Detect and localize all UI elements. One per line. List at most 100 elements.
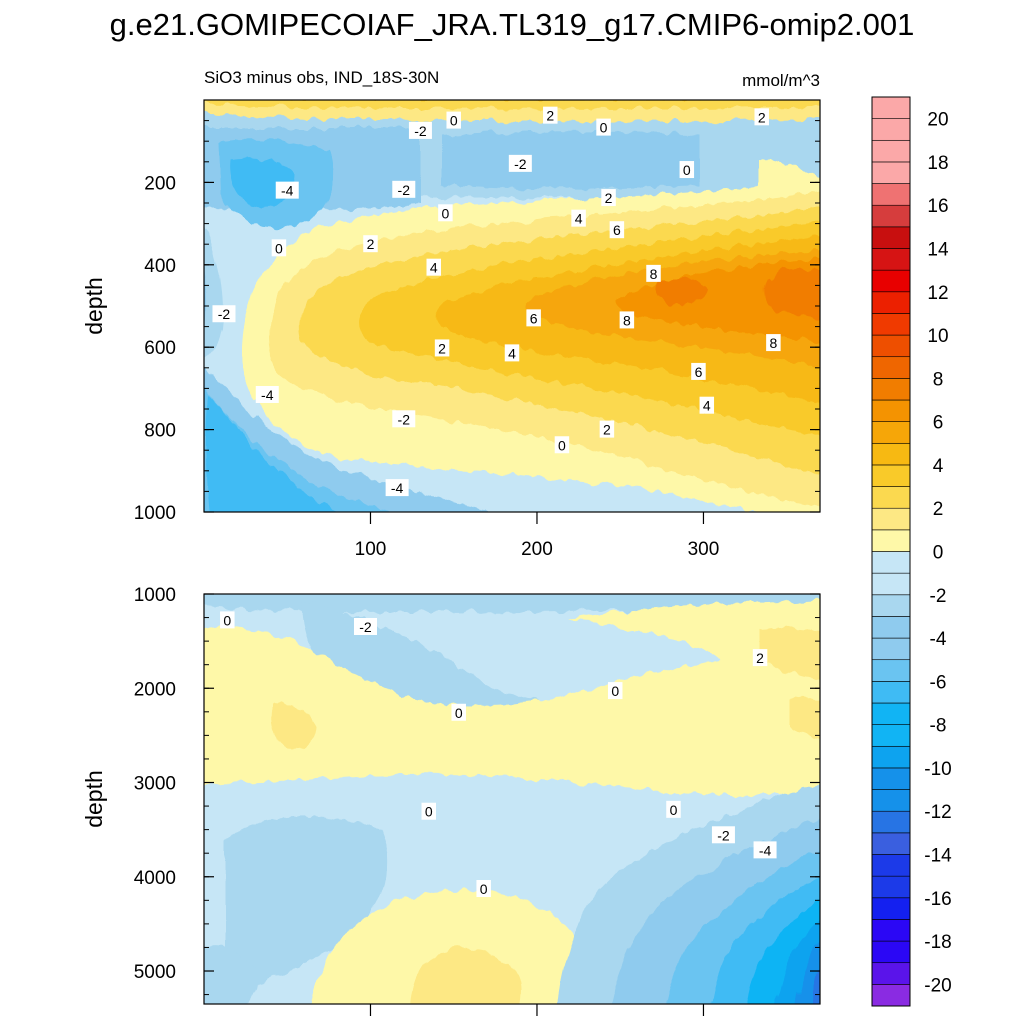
upper-y-tick-label: 800 <box>144 421 176 442</box>
upper-panel: SiO3 minus obs, IND_18S-30N mmol/m^3 <box>81 68 821 560</box>
contour-label-box <box>392 180 416 198</box>
contour-label-text: 0 <box>558 437 566 453</box>
contour-label-text: 8 <box>650 266 658 282</box>
contour-label-text: -2 <box>514 156 527 172</box>
contour-label-box <box>212 305 236 323</box>
contour-label-text: 6 <box>530 310 538 326</box>
contour-label: 0 <box>451 703 466 721</box>
colorbar-swatch <box>871 378 911 401</box>
deep-minimum-core <box>205 395 337 512</box>
contour-label: 6 <box>691 362 706 380</box>
contour-label-text: 8 <box>623 312 631 328</box>
colorbar-label: 10 <box>927 326 948 347</box>
contour-label-box <box>609 221 625 239</box>
colorbar-swatch <box>871 204 911 228</box>
contour-label-text: 8 <box>769 335 777 351</box>
contour-label: 6 <box>609 221 625 239</box>
contour-label-box <box>220 611 235 629</box>
lower-y-tick-label: 4000 <box>134 868 176 889</box>
upper-x-tick-label: 300 <box>688 539 720 560</box>
colorbar-swatch <box>871 572 911 596</box>
colorbar-label: 18 <box>927 153 948 174</box>
colorbar-swatch <box>871 486 911 509</box>
contour-label: 0 <box>476 880 491 898</box>
contour-label-box <box>543 106 558 124</box>
contour-label-box <box>753 841 777 859</box>
contour-label: 4 <box>699 396 715 414</box>
colorbar-swatch <box>871 313 911 336</box>
contour-label: 2 <box>601 189 616 207</box>
colorbar-swatch <box>871 659 911 682</box>
contour-label: -4 <box>275 181 299 199</box>
colorbar-swatch <box>871 269 911 293</box>
contour-label: 2 <box>434 339 450 357</box>
colorbar-swatch <box>871 702 911 725</box>
contour-label-box <box>679 161 695 179</box>
lower-y-tick-label: 1000 <box>134 585 176 606</box>
contour-label-text: -2 <box>414 123 427 139</box>
contour-label-box <box>434 339 450 357</box>
contour-label-box <box>275 181 299 199</box>
contour-label-text: 4 <box>508 345 516 361</box>
colorbar-swatch <box>871 637 911 661</box>
contour-label-text: 0 <box>480 881 488 897</box>
contour-label-box <box>526 309 541 327</box>
colorbar-frame <box>871 96 911 1007</box>
contour-label-text: -2 <box>398 411 411 427</box>
upper-y-tick-label: 200 <box>144 173 176 194</box>
contour-label: 0 <box>438 204 453 222</box>
contour-label-box <box>596 118 611 136</box>
contour-label-text: 6 <box>695 364 703 380</box>
contour-label: 4 <box>426 258 442 276</box>
contour-label-box <box>571 209 586 227</box>
contour-label-box <box>408 121 432 139</box>
contour-label-box <box>554 436 570 454</box>
contour-label: -2 <box>508 154 532 172</box>
contour-label-text: -4 <box>759 842 772 858</box>
maximum-core <box>615 258 820 342</box>
colorbar-swatch <box>871 464 911 487</box>
contour-label-text: 0 <box>670 802 678 818</box>
colorbar-swatch <box>871 183 911 206</box>
colorbar-label: -14 <box>924 846 952 867</box>
contour-label: 2 <box>543 106 558 124</box>
contour-label-box <box>385 479 409 497</box>
upper-y-tick-label: 600 <box>144 338 176 359</box>
upper-x-tick-label: 100 <box>355 539 387 560</box>
colorbar-swatch <box>871 507 911 531</box>
contour-label: -4 <box>753 841 777 859</box>
colorbar-label: -8 <box>930 716 947 737</box>
upper-y-tick-label: 400 <box>144 256 176 277</box>
contour-label: 8 <box>646 264 661 282</box>
contour-label-box <box>599 420 615 438</box>
contour-label: 2 <box>752 649 768 667</box>
contour-label: 8 <box>766 334 781 352</box>
colorbar-swatch <box>871 810 911 834</box>
colorbar-swatch <box>871 529 911 552</box>
figure-title: g.e21.GOMIPECOIAF_JRA.TL319_g17.CMIP6-om… <box>110 7 915 42</box>
colorbar-label: -4 <box>930 629 947 650</box>
contour-label-box <box>752 649 768 667</box>
colorbar-swatch <box>871 442 911 466</box>
contour-label: 6 <box>526 309 541 327</box>
lower-y-tick-label: 3000 <box>134 774 176 795</box>
contour-label: 8 <box>619 311 635 329</box>
contour-label-box <box>438 204 453 222</box>
colorbar-label: -18 <box>924 932 951 953</box>
contour-label-text: -4 <box>261 387 274 403</box>
contour-label: -2 <box>212 305 236 323</box>
colorbar-label: 4 <box>933 456 944 477</box>
colorbar-label: -20 <box>924 975 951 996</box>
lower-y-tick-label: 2000 <box>134 679 176 700</box>
contour-label: 0 <box>607 682 623 700</box>
contour-label-text: 4 <box>703 398 711 414</box>
colorbar-label: 6 <box>933 413 944 434</box>
contour-label: 4 <box>571 209 586 227</box>
contour-label-box <box>504 344 520 362</box>
colorbar-swatch <box>871 767 911 790</box>
colorbar-label: 0 <box>933 543 944 564</box>
colorbar-label: -2 <box>930 586 947 607</box>
upper-y-tick-label: 1000 <box>134 503 176 524</box>
